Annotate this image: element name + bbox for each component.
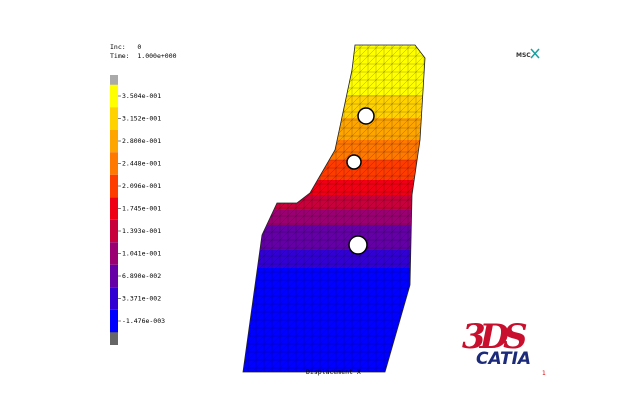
legend-cap bbox=[110, 75, 118, 85]
catia-text: CATIA bbox=[476, 349, 531, 369]
legend-swatch bbox=[110, 309, 118, 333]
hole bbox=[357, 107, 375, 125]
legend-swatch bbox=[110, 287, 118, 310]
time-label: Time: 1.000e+000 bbox=[110, 52, 177, 60]
legend-label: 1.041e-001 bbox=[122, 250, 161, 258]
legend-label: 3.504e-001 bbox=[122, 92, 161, 100]
legend-label: -1.476e-003 bbox=[122, 317, 165, 325]
legend: 3.504e-001 3.152e-001 2.800e-001 2.448e-001… bbox=[110, 75, 165, 345]
viewport-number: 1 bbox=[542, 370, 546, 377]
legend-swatch bbox=[110, 152, 118, 175]
msc-logo: MSC bbox=[516, 48, 540, 59]
legend-cap bbox=[110, 332, 118, 345]
legend-swatch bbox=[110, 264, 118, 288]
legend-label: 3.152e-001 bbox=[122, 115, 161, 123]
contour-plot bbox=[242, 44, 426, 373]
legend-swatch bbox=[110, 174, 118, 198]
hole bbox=[348, 235, 368, 255]
mesh bbox=[243, 45, 425, 372]
part bbox=[243, 45, 425, 372]
legend-swatch bbox=[110, 84, 118, 108]
legend-label: 2.096e-001 bbox=[122, 182, 161, 190]
legend-swatch bbox=[110, 129, 118, 153]
legend-swatch bbox=[110, 219, 118, 243]
part-outline bbox=[242, 44, 426, 373]
legend-label: 2.448e-001 bbox=[122, 160, 161, 168]
catia-logo: 3DS CATIA bbox=[462, 317, 533, 369]
msc-text: MSC bbox=[516, 52, 531, 59]
legend-swatch bbox=[110, 197, 118, 220]
legend-swatch bbox=[110, 107, 118, 130]
increment-label: Inc: 0 bbox=[110, 43, 141, 51]
hole bbox=[346, 154, 362, 170]
msc-mark bbox=[530, 48, 540, 59]
legend-label: 2.800e-001 bbox=[122, 137, 161, 145]
result-label: Displacement X bbox=[306, 368, 361, 376]
legend-label: 1.745e-001 bbox=[122, 205, 161, 213]
legend-label: 1.393e-001 bbox=[122, 227, 161, 235]
ds-text: 3DS bbox=[462, 317, 527, 357]
legend-label: 6.890e-002 bbox=[122, 272, 161, 280]
legend-label: 3.371e-002 bbox=[122, 295, 161, 303]
legend-swatch bbox=[110, 242, 118, 265]
